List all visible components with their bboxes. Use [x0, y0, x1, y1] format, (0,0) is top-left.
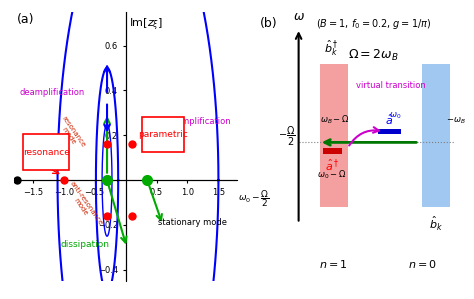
- Text: $(B=1,\, f_0=0.2,\, g=1/\pi)$: $(B=1,\, f_0=0.2,\, g=1/\pi)$: [316, 17, 431, 31]
- Text: amplification: amplification: [176, 117, 231, 126]
- Text: dissipation: dissipation: [61, 240, 109, 249]
- Text: Im[$z_{\xi}$]: Im[$z_{\xi}$]: [129, 16, 164, 33]
- Text: $\hat{b}_k^\dagger$: $\hat{b}_k^\dagger$: [325, 39, 339, 59]
- FancyBboxPatch shape: [23, 134, 69, 170]
- FancyBboxPatch shape: [142, 118, 184, 152]
- Text: resonance: resonance: [23, 148, 70, 157]
- Bar: [422, 64, 450, 207]
- Text: stationary mode: stationary mode: [158, 218, 227, 227]
- Text: parametric: parametric: [138, 130, 188, 139]
- Text: $\omega_0 - \dfrac{\Omega}{2}$: $\omega_0 - \dfrac{\Omega}{2}$: [238, 188, 270, 209]
- Text: $-\omega_B$: $-\omega_B$: [446, 115, 465, 126]
- Text: (a): (a): [18, 13, 35, 26]
- Text: $-\dfrac{\Omega}{2}$: $-\dfrac{\Omega}{2}$: [278, 125, 295, 148]
- Bar: [323, 148, 342, 154]
- Text: $\omega_0$: $\omega_0$: [389, 110, 401, 121]
- Text: $\omega$: $\omega$: [292, 10, 305, 23]
- Text: $\omega_0 - \Omega$: $\omega_0 - \Omega$: [317, 169, 346, 181]
- Text: $\omega_B - \Omega$: $\omega_B - \Omega$: [320, 113, 350, 126]
- Text: deamplification: deamplification: [19, 88, 84, 97]
- Text: $n=1$: $n=1$: [319, 258, 348, 270]
- Text: (b): (b): [260, 17, 278, 30]
- Text: resonance
mode: resonance mode: [55, 115, 87, 152]
- Text: virtual transition: virtual transition: [356, 82, 426, 91]
- Bar: [377, 129, 401, 134]
- Text: $n=0$: $n=0$: [408, 258, 437, 270]
- Text: $\hat{a}^\dagger$: $\hat{a}^\dagger$: [325, 158, 339, 173]
- Text: $\Omega = 2\omega_B$: $\Omega = 2\omega_B$: [348, 48, 399, 62]
- Text: $\hat{b}_k$: $\hat{b}_k$: [429, 215, 443, 234]
- Text: anti-resonance
mode: anti-resonance mode: [64, 181, 104, 231]
- Bar: [320, 64, 347, 207]
- Text: $\hat{a}$: $\hat{a}$: [385, 113, 393, 127]
